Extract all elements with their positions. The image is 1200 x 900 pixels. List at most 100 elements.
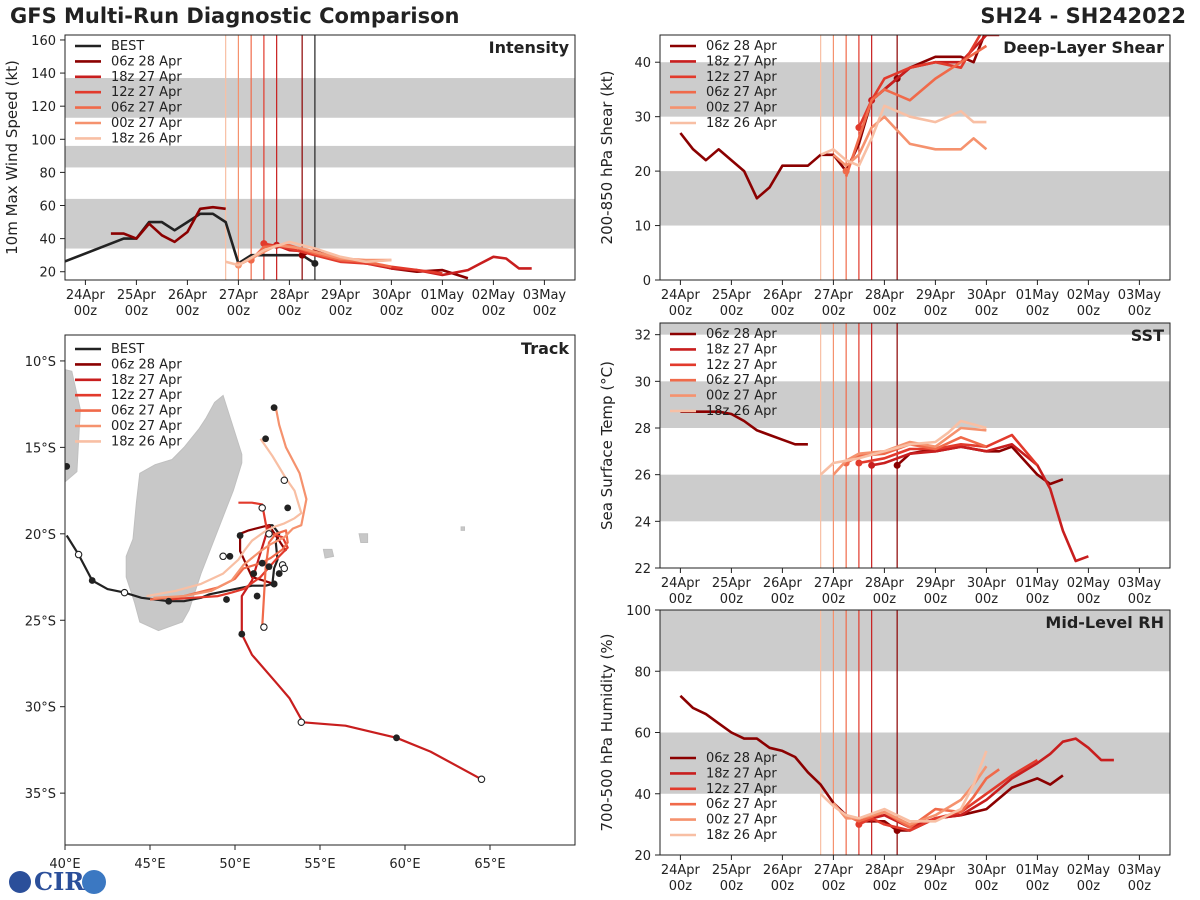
- y-tick-label: 30: [634, 375, 651, 390]
- gray-band: [65, 198, 575, 249]
- track-point-filled: [253, 592, 261, 600]
- gray-band: [660, 62, 1170, 117]
- y-tick-label: 22: [634, 562, 651, 577]
- storm-id: SH24 - SH242022: [980, 4, 1186, 28]
- x-tick-label: 00z: [822, 592, 846, 607]
- panel-title: Intensity: [489, 38, 570, 57]
- x-tick-label: 03May: [1118, 288, 1162, 303]
- y-tick-label: 40: [634, 788, 651, 803]
- y-tick-label: 25°S: [25, 614, 56, 629]
- track-point-filled: [236, 532, 244, 539]
- x-tick-label: 00z: [924, 592, 948, 607]
- logo-globe-icon: [9, 871, 31, 893]
- gray-band: [65, 145, 575, 168]
- series-line-00z-27-apr: [832, 426, 987, 476]
- series-line-00z-27-apr: [832, 765, 988, 826]
- track-line-18z-27-apr: [240, 524, 483, 781]
- land-rodrigues: [460, 526, 465, 531]
- x-tick-label: 28Apr: [865, 288, 905, 303]
- x-tick-label: 00z: [329, 304, 353, 319]
- series-line-18z-26-apr: [819, 750, 988, 823]
- series-line-12z-27-apr: [263, 242, 443, 275]
- series-marker-12z-27-apr: [855, 820, 863, 828]
- legend-label: 06z 28 Apr: [706, 327, 777, 342]
- y-tick-label: 40: [634, 56, 651, 71]
- x-tick-label: 00z: [822, 879, 846, 894]
- legend-label: 00z 27 Apr: [706, 813, 777, 828]
- axes-frame: [659, 322, 1171, 569]
- legend-label: 06z 27 Apr: [111, 404, 182, 419]
- series-line-18z-26-apr: [819, 419, 987, 476]
- x-tick-label: 01May: [1016, 576, 1060, 591]
- x-tick-label: 00z: [1077, 592, 1101, 607]
- legend-label: 18z 26 Apr: [111, 131, 182, 146]
- x-tick-label: 00z: [924, 879, 948, 894]
- x-tick-label: 25Apr: [712, 576, 752, 591]
- x-tick-label: 24Apr: [661, 863, 701, 878]
- y-tick-label: 20: [39, 266, 56, 281]
- y-tick-label: 40: [39, 233, 56, 248]
- series-line-12z-27-apr: [858, 433, 1039, 467]
- x-tick-label: 30Apr: [967, 576, 1007, 591]
- legend-label: 18z 27 Apr: [111, 373, 182, 388]
- x-tick-label: 01May: [421, 288, 465, 303]
- x-tick-label: 00z: [278, 304, 302, 319]
- x-tick-label: 00z: [125, 304, 149, 319]
- series-line-06z-28-apr: [110, 205, 226, 244]
- x-tick-label: 65°E: [474, 857, 505, 872]
- legend-label: 18z 26 Apr: [706, 404, 777, 419]
- track-point-open: [74, 550, 83, 559]
- x-tick-label: 03May: [1118, 863, 1162, 878]
- legend-label: 18z 27 Apr: [706, 766, 777, 781]
- legend-label: BEST: [111, 39, 144, 54]
- x-tick-label: 50°E: [219, 857, 250, 872]
- track-point-open: [280, 476, 289, 484]
- track-point-filled: [275, 570, 283, 577]
- x-tick-label: 00z: [533, 304, 557, 319]
- series-line-06z-28-apr: [680, 410, 808, 446]
- gray-band: [65, 78, 575, 118]
- track-point-open: [258, 504, 266, 512]
- legend-label: 18z 27 Apr: [706, 342, 777, 357]
- track-point-filled: [270, 404, 278, 412]
- legend-label: 00z 27 Apr: [111, 419, 182, 434]
- y-tick-label: 30: [634, 111, 651, 126]
- x-tick-label: 01May: [1016, 288, 1060, 303]
- x-tick-label: 24Apr: [661, 288, 701, 303]
- y-tick-label: 60: [634, 727, 651, 742]
- x-tick-label: 26Apr: [763, 576, 803, 591]
- panel-title: SST: [1131, 326, 1164, 345]
- track-point-filled: [262, 435, 269, 443]
- x-tick-label: 24Apr: [661, 576, 701, 591]
- track-line-best: [65, 524, 281, 603]
- x-tick-label: 28Apr: [865, 863, 905, 878]
- y-tick-label: 32: [634, 329, 651, 344]
- gray-band: [660, 323, 1170, 335]
- land-madagascar: [125, 394, 243, 632]
- x-tick-label: 00z: [1077, 304, 1101, 319]
- legend-label: 12z 27 Apr: [111, 388, 182, 403]
- track-point-filled: [238, 630, 246, 638]
- x-tick-label: 00z: [720, 879, 744, 894]
- y-tick-label: 30°S: [25, 701, 56, 716]
- legend-label: 06z 28 Apr: [111, 54, 182, 69]
- gray-band: [660, 474, 1170, 522]
- y-tick-label: 35°S: [25, 787, 56, 802]
- x-tick-label: 00z: [1128, 879, 1152, 894]
- legend-label: 18z 26 Apr: [706, 828, 777, 843]
- track-point-filled: [393, 734, 400, 742]
- legend-label: 18z 26 Apr: [706, 116, 777, 131]
- legend-label: 06z 28 Apr: [706, 39, 777, 54]
- y-axis-label: 200-850 hPa Shear (kt): [598, 71, 616, 245]
- series-marker-18z-27-apr: [868, 461, 876, 469]
- x-tick-label: 24Apr: [66, 288, 106, 303]
- track-point-filled: [223, 596, 230, 603]
- y-tick-label: 15°S: [25, 441, 56, 456]
- panel-title: Mid-Level RH: [1045, 613, 1164, 632]
- x-tick-label: 25Apr: [712, 288, 752, 303]
- x-tick-label: 28Apr: [270, 288, 310, 303]
- legend-label: 06z 27 Apr: [706, 797, 777, 812]
- track-point-open: [280, 564, 289, 573]
- legend-label: 12z 27 Apr: [111, 85, 182, 100]
- x-tick-label: 00z: [380, 304, 404, 319]
